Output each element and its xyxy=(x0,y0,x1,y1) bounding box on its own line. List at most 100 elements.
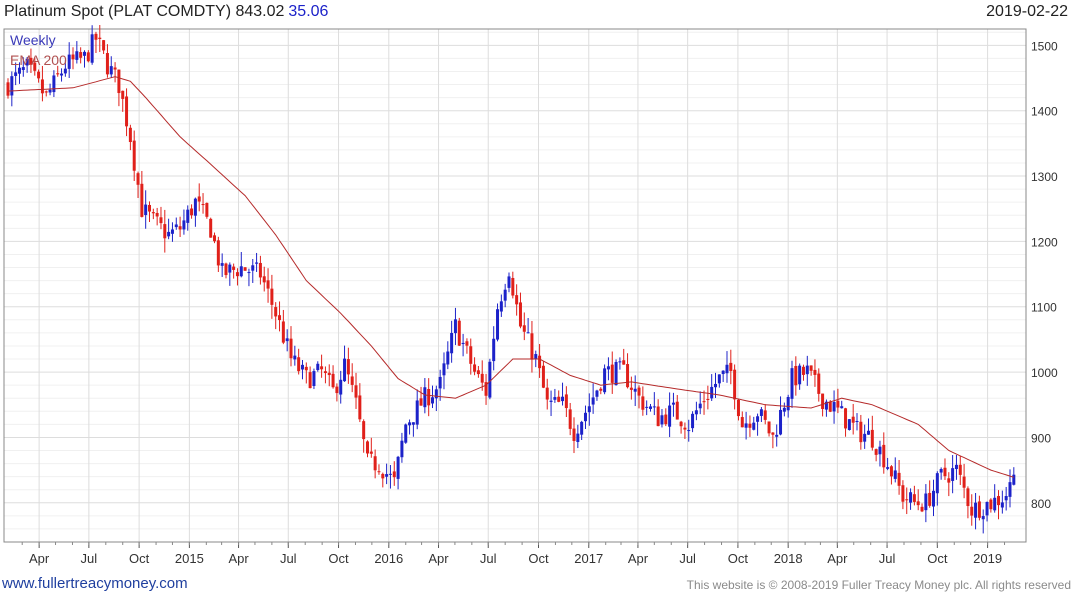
candle-body xyxy=(583,412,587,422)
candle-body xyxy=(396,456,400,479)
candle-body xyxy=(775,434,779,437)
candle-body xyxy=(235,272,239,277)
candle-body xyxy=(664,414,668,425)
candle-body xyxy=(209,218,213,238)
candle-body xyxy=(17,67,21,74)
candle-body xyxy=(335,386,339,394)
candle-body xyxy=(392,471,396,478)
candle-body xyxy=(947,478,951,483)
candle-body xyxy=(622,360,626,365)
candle-body xyxy=(373,456,377,471)
candle-body xyxy=(591,397,595,405)
candle-body xyxy=(702,401,706,403)
chart-date: 2019-02-22 xyxy=(986,3,1068,20)
candle-body xyxy=(457,320,461,346)
candle-body xyxy=(1008,482,1012,497)
candle-body xyxy=(369,451,373,454)
candle-body xyxy=(197,196,201,202)
candle-body xyxy=(201,204,205,206)
x-tick-label: Jul xyxy=(480,551,497,566)
x-tick-label: 2019 xyxy=(973,551,1002,566)
x-tick-label: Jul xyxy=(81,551,98,566)
candle-body xyxy=(90,34,94,63)
candle-body xyxy=(496,309,500,340)
candle-body xyxy=(388,473,392,475)
candle-body xyxy=(362,421,366,440)
candle-body xyxy=(874,449,878,455)
candle-body xyxy=(840,406,844,409)
candle-body xyxy=(759,409,763,416)
x-tick-label: Apr xyxy=(628,551,649,566)
candle-body xyxy=(813,369,817,375)
candle-body xyxy=(205,202,209,217)
candle-body xyxy=(216,240,220,266)
candle-body xyxy=(67,54,71,69)
candle-body xyxy=(683,427,687,430)
candle-body xyxy=(893,470,897,479)
candle-body xyxy=(94,33,98,40)
candle-body xyxy=(503,289,507,301)
candle-body xyxy=(262,276,266,283)
candle-body xyxy=(576,433,580,442)
candle-body xyxy=(224,263,228,276)
candle-body xyxy=(603,368,607,393)
candle-body xyxy=(343,358,347,382)
candle-body xyxy=(33,62,37,71)
candle-body xyxy=(912,494,916,502)
candle-body xyxy=(832,402,836,412)
candle-body xyxy=(415,400,419,425)
candle-body xyxy=(660,415,664,425)
candle-body xyxy=(966,488,970,507)
candle-body xyxy=(109,66,113,75)
candle-body xyxy=(339,379,343,395)
legend-ema-200: EMA 200 xyxy=(10,52,67,68)
candle-body xyxy=(859,421,863,443)
candle-body xyxy=(358,395,362,420)
candle-body xyxy=(717,374,721,384)
y-tick-label: 1500 xyxy=(1031,39,1058,53)
x-tick-label: 2015 xyxy=(175,551,204,566)
candle-body xyxy=(962,476,966,488)
candle-body xyxy=(733,369,737,400)
candle-body xyxy=(453,319,457,334)
candle-body xyxy=(691,413,695,429)
candle-body xyxy=(595,390,599,397)
candle-body xyxy=(484,382,488,396)
x-tick-label: Jul xyxy=(280,551,297,566)
candle-body xyxy=(113,67,117,70)
candle-body xyxy=(790,368,794,399)
candle-body xyxy=(756,416,760,422)
price-change: 35.06 xyxy=(288,3,329,20)
candle-body xyxy=(220,263,224,266)
y-tick-label: 1000 xyxy=(1031,366,1058,380)
candle-body xyxy=(886,467,890,469)
x-tick-label: Jul xyxy=(679,551,696,566)
candle-body xyxy=(346,359,350,375)
candle-body xyxy=(52,75,56,93)
candle-body xyxy=(878,446,882,455)
candle-body xyxy=(258,262,262,278)
candle-body xyxy=(614,362,618,386)
candle-body xyxy=(232,266,236,270)
footer-link[interactable]: www.fullertreacymoney.com xyxy=(2,575,188,592)
candle-body xyxy=(679,421,683,427)
candle-body xyxy=(997,496,1001,506)
candle-body xyxy=(645,406,649,408)
candle-body xyxy=(423,387,427,408)
candle-body xyxy=(266,280,270,289)
candle-body xyxy=(400,440,404,458)
title-text: Platinum Spot (PLAT COMDTY) 843.02 xyxy=(4,3,285,20)
candle-body xyxy=(71,54,75,60)
plot-frame xyxy=(3,28,1027,543)
candle-body xyxy=(438,376,442,389)
candle-body xyxy=(652,406,656,408)
candle-body xyxy=(281,321,285,343)
candle-body xyxy=(434,389,438,399)
y-tick-label: 1100 xyxy=(1031,301,1057,315)
candle-body xyxy=(10,76,14,96)
candle-body xyxy=(37,71,41,79)
candle-body xyxy=(308,372,312,389)
candle-body xyxy=(304,366,308,371)
candle-body xyxy=(270,288,274,305)
candle-body xyxy=(247,272,251,274)
